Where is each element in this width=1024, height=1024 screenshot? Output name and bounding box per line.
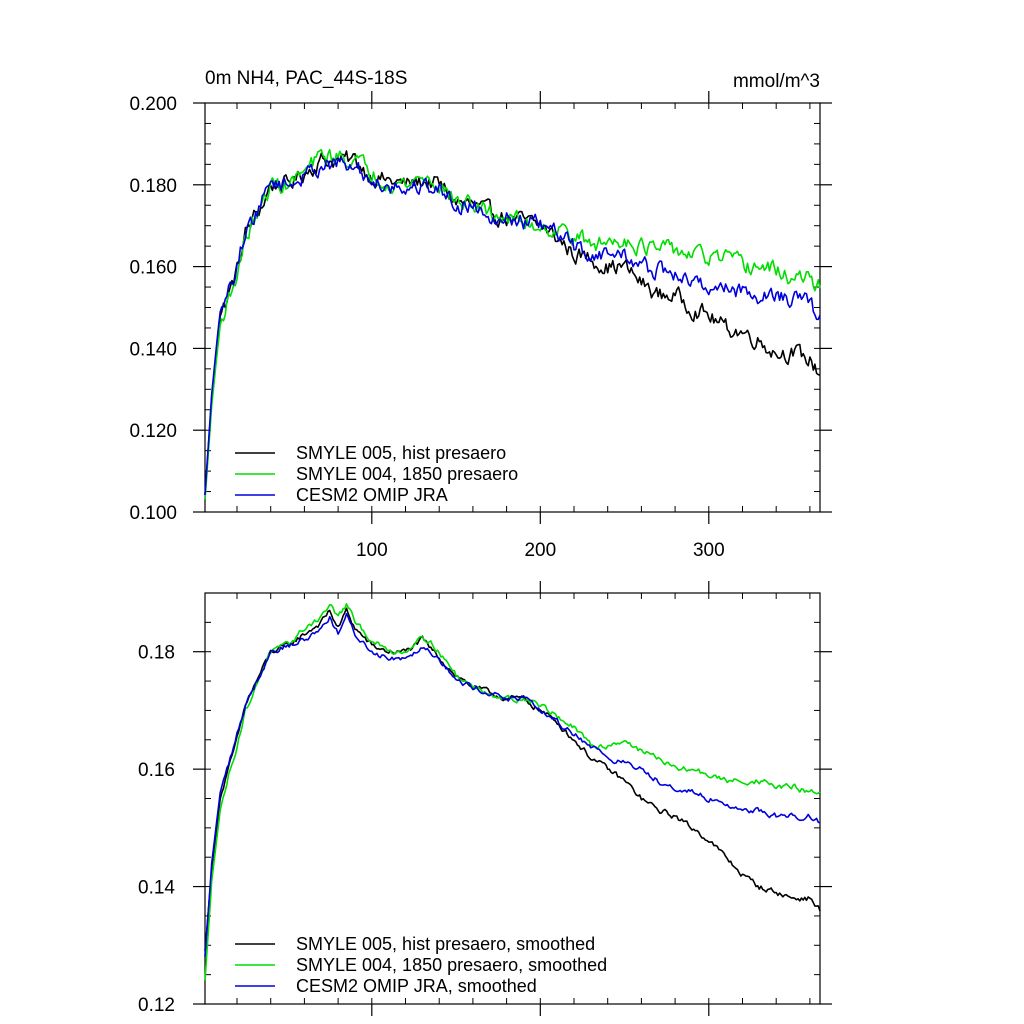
- bottom-panel: 0.12 0.14 0.16 0.18 SMYLE 005, hist presaer…: [138, 581, 832, 1016]
- y-tick-label: 0.100: [129, 503, 177, 524]
- x-tick-label: 100: [356, 540, 388, 561]
- top-panel-title: 0m NH4, PAC_44S-18S: [205, 68, 407, 89]
- series-line-1: [204, 607, 821, 952]
- y-tick-label: 0.200: [129, 94, 177, 115]
- y-tick-label: 0.14: [138, 878, 175, 899]
- y-tick-label: 0.16: [138, 760, 175, 781]
- y-tick-label: 0.18: [138, 643, 175, 664]
- series-line-3: [204, 612, 821, 957]
- top-plot-area: 0.100 0.120 0.140 0.160 0.180 0.200 100 200 300: [129, 91, 832, 561]
- y-tick-label: 0.160: [129, 258, 177, 279]
- y-tick-label: 0.120: [129, 421, 177, 442]
- series-line-3: [204, 156, 821, 496]
- legend-label-2: SMYLE 004, 1850 presaero, smoothed: [296, 955, 607, 975]
- y-tick-label: 0.180: [129, 176, 177, 197]
- y-tick-label: 0.140: [129, 339, 177, 360]
- x-tick-label: 300: [693, 540, 725, 561]
- legend-label-2: SMYLE 004, 1850 presaero: [296, 464, 518, 484]
- series-line-2: [204, 602, 821, 981]
- legend-label-3: CESM2 OMIP JRA: [296, 485, 448, 505]
- y-tick-label: 0.12: [138, 995, 175, 1016]
- bottom-legend: SMYLE 005, hist presaero, smoothedSMYLE …: [235, 934, 607, 996]
- bottom-plot-area: 0.12 0.14 0.16 0.18: [138, 581, 832, 1016]
- top-panel: 0m NH4, PAC_44S-18S mmol/m^3 0.1000.1200…: [129, 68, 832, 561]
- x-tick-label: 200: [524, 540, 556, 561]
- legend-label-1: SMYLE 005, hist presaero: [296, 443, 506, 463]
- legend-label-3: CESM2 OMIP JRA, smoothed: [296, 976, 537, 996]
- legend-label-1: SMYLE 005, hist presaero, smoothed: [296, 934, 595, 954]
- top-panel-units: mmol/m^3: [733, 71, 820, 92]
